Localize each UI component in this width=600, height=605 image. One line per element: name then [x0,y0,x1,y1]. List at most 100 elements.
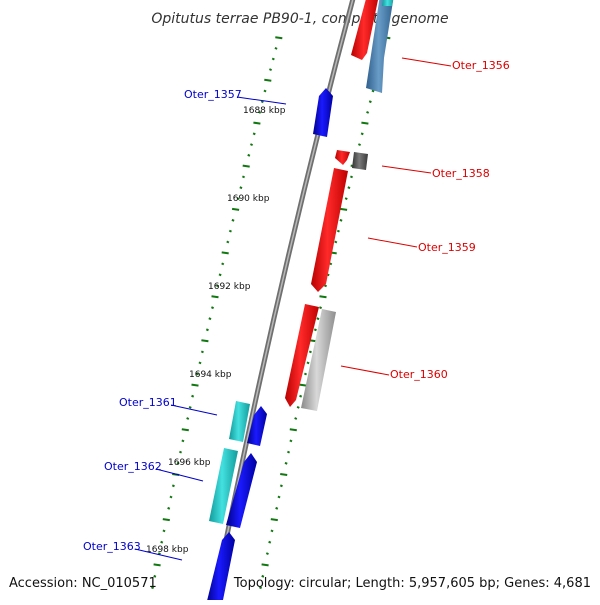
gene-arrow-oter-1361-partner[interactable] [247,406,267,446]
major-tick [191,383,199,387]
minor-tick [289,439,293,443]
leader-line-oter-1356 [401,57,452,67]
major-tick [231,207,240,211]
minor-tick [236,197,240,201]
major-tick [289,428,297,432]
major-tick [201,339,209,343]
minor-tick [303,372,308,376]
kbp-label: 1692 kbp [208,282,251,292]
minor-tick [178,450,183,454]
kbp-label: 1688 kbp [243,106,286,116]
major-tick [275,36,283,40]
minor-tick [344,197,348,201]
gene-arrow-oter-1362-partner[interactable] [226,453,257,528]
minor-tick [299,394,303,398]
minor-tick [323,284,328,288]
topology-text: Topology: circular; Length: 5,957,605 bp… [233,576,591,591]
gene-arrow-oter-1362[interactable] [209,448,238,524]
minor-tick [239,186,243,190]
kbp-label: 1698 kbp [146,545,189,555]
minor-tick [271,57,275,61]
minor-tick [205,328,209,332]
minor-tick [263,89,267,93]
minor-tick [268,540,272,544]
genome-title: Opitutus terrae PB90-1, complete genome [151,11,448,27]
major-tick [280,473,288,476]
major-tick [253,121,261,125]
minor-tick [357,143,362,147]
major-tick [261,563,269,567]
outer-tick-scale [258,36,391,590]
leader-line-oter-1362 [155,468,204,482]
minor-tick [221,262,225,266]
gene-label-oter-1359[interactable]: Oter_1359 [418,241,476,254]
major-tick [264,78,272,82]
gene-label-oter-1363[interactable]: Oter_1363 [83,540,141,553]
minor-tick [210,306,215,310]
minor-tick [252,132,256,136]
kbp-label: 1690 kbp [227,194,270,204]
major-tick [153,563,161,567]
gene-label-oter-1358[interactable]: Oter_1358 [432,167,490,180]
gene-arrow-oter-1360[interactable] [285,304,319,407]
major-tick [242,164,250,168]
gene-arrows [206,0,394,605]
minor-tick [277,495,281,499]
minor-tick [247,153,251,157]
minor-tick [294,417,298,420]
leader-line-oter-1360 [340,365,390,376]
minor-tick [167,506,171,510]
kbp-label: 1696 kbp [168,458,211,468]
inner-tick-scale [150,36,283,590]
minor-tick [162,529,166,533]
minor-tick [334,240,338,244]
minor-tick [274,46,278,50]
minor-tick [215,284,220,288]
gene-arrow-oter-1361[interactable] [229,401,250,442]
gene-label-oter-1360[interactable]: Oter_1360 [390,368,448,381]
minor-tick [286,450,291,454]
minor-tick [349,175,354,179]
leader-line-oter-1363 [134,548,183,561]
gene-label-oter-1361[interactable]: Oter_1361 [119,396,177,409]
minor-tick [268,68,273,72]
gene-arrow-oter-1359[interactable] [311,168,348,292]
gene-arrow-oter-1356[interactable] [366,0,394,93]
major-tick [221,251,229,255]
minor-tick [198,361,202,365]
gene-arrow-oter-1360-partner[interactable] [301,309,336,411]
minor-tick [249,143,254,147]
minor-tick [368,100,372,104]
accession-text: Accession: NC_010571 [9,576,157,591]
minor-tick [366,110,370,114]
gene-arrow-cyan-top[interactable] [382,0,394,6]
gene-arrow-oter-1356-partner[interactable] [351,0,379,60]
gene-arrow-oter-1357[interactable] [313,88,333,137]
minor-tick [371,89,375,93]
gene-label-oter-1357[interactable]: Oter_1357 [184,88,242,101]
minor-tick [241,175,246,179]
minor-tick [261,574,265,578]
minor-tick [231,218,235,222]
minor-tick [208,317,212,321]
gene-arrow-oter-1363[interactable] [206,532,235,605]
minor-tick [157,552,161,556]
minor-tick [218,273,222,277]
gene-arrow-oter-1358[interactable] [335,150,350,165]
gene-arrow-oter-1358-partner[interactable] [352,152,368,170]
gene-label-oter-1362[interactable]: Oter_1362 [104,460,162,473]
minor-tick [153,574,157,578]
major-tick [211,295,219,299]
major-tick [361,121,369,125]
major-tick [162,518,170,522]
minor-tick [339,218,343,222]
leader-line-oter-1361 [170,404,218,416]
minor-tick [347,186,351,190]
minor-tick [186,417,190,420]
minor-tick [284,461,288,465]
minor-tick [296,405,300,409]
kbp-label: 1694 kbp [189,370,232,380]
gene-label-oter-1356[interactable]: Oter_1356 [452,59,510,72]
